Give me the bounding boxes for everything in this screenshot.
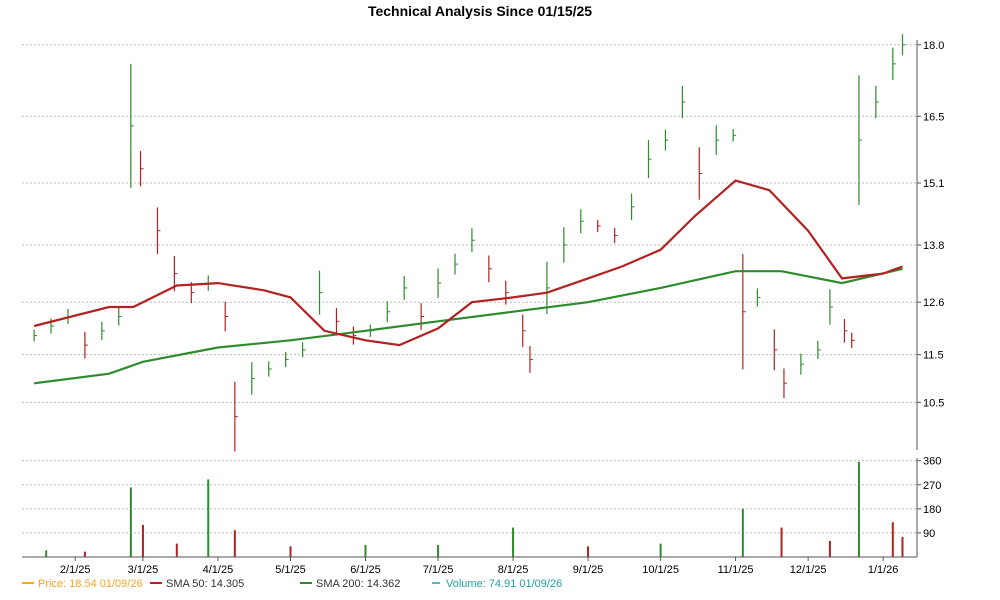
volume-bar: [659, 543, 662, 557]
x-tick-label: 8/1/25: [498, 564, 529, 576]
price-y-ticks: 18.0 16.5 15.1 13.8 12.6 11.5 10.5: [917, 40, 944, 409]
volume-bar: [129, 487, 132, 557]
legend-label: Price: 18.54 01/09/26: [38, 578, 143, 590]
x-tick-label: 4/1/25: [203, 564, 234, 576]
volume-tick-label: 180: [923, 504, 941, 516]
x-tick-label: 6/1/25: [350, 564, 381, 576]
volume-bar: [587, 546, 590, 557]
x-tick-label: 7/1/25: [423, 564, 454, 576]
price-tick-label: 15.1: [923, 178, 944, 190]
volume-bars: [45, 462, 904, 557]
volume-bar: [175, 543, 178, 557]
x-tick-label: 5/1/25: [275, 564, 306, 576]
price-tick-label: 10.5: [923, 397, 944, 409]
price-tick-label: 18.0: [923, 40, 944, 52]
legend-label: SMA 200: 14.362: [316, 578, 400, 590]
price-bars: [33, 34, 906, 452]
price-panel: 18.0 16.5 15.1 13.8 12.6 11.5 10.5: [22, 34, 944, 452]
volume-y-ticks: 360 270 180 90: [917, 456, 941, 540]
price-tick-label: 12.6: [923, 297, 944, 309]
x-tick-label: 1/1/26: [868, 564, 899, 576]
volume-bar: [891, 522, 894, 557]
volume-bar: [207, 479, 210, 557]
sma-200-line: [33, 267, 903, 385]
x-tick-label: 2/1/25: [60, 564, 91, 576]
volume-tick-label: 270: [923, 480, 941, 492]
volume-panel: 360 270 180 90: [22, 456, 941, 557]
price-tick-label: 13.8: [923, 240, 944, 252]
sma-50-line: [33, 179, 903, 347]
x-tick-label: 12/1/25: [790, 564, 827, 576]
volume-bar: [437, 544, 440, 557]
volume-bar: [901, 536, 904, 557]
volume-gridlines: [22, 460, 917, 534]
x-tick-label: 11/1/25: [718, 564, 754, 576]
x-axis-ticks: 2/1/25 3/1/25 4/1/25 5/1/25 6/1/25 7/1/25 8/1/…: [60, 557, 899, 576]
volume-tick-label: 360: [923, 456, 941, 468]
price-tick-label: 11.5: [923, 350, 944, 362]
volume-bar: [364, 544, 367, 557]
volume-bar: [141, 524, 144, 557]
volume-bar: [857, 462, 860, 557]
volume-bar: [83, 551, 86, 557]
volume-bar: [780, 527, 783, 557]
volume-tick-label: 90: [923, 528, 935, 540]
legend-label: SMA 50: 14.305: [166, 578, 244, 590]
price-gridlines: [22, 44, 917, 403]
price-tick-label: 16.5: [923, 111, 944, 123]
volume-bar: [512, 527, 515, 557]
x-tick-label: 3/1/25: [128, 564, 159, 576]
volume-bar: [233, 530, 236, 557]
volume-bar: [289, 546, 292, 557]
chart-title: Technical Analysis Since 01/15/25: [368, 3, 592, 19]
legend-label: Volume: 74.91 01/09/26: [446, 578, 562, 590]
volume-bar: [741, 508, 744, 557]
legend: Price: 18.54 01/09/26 SMA 50: 14.305 SMA 2…: [22, 578, 562, 590]
volume-bar: [828, 540, 831, 557]
x-tick-label: 9/1/25: [573, 564, 604, 576]
volume-bar: [45, 550, 48, 557]
x-tick-label: 10/1/25: [642, 564, 679, 576]
